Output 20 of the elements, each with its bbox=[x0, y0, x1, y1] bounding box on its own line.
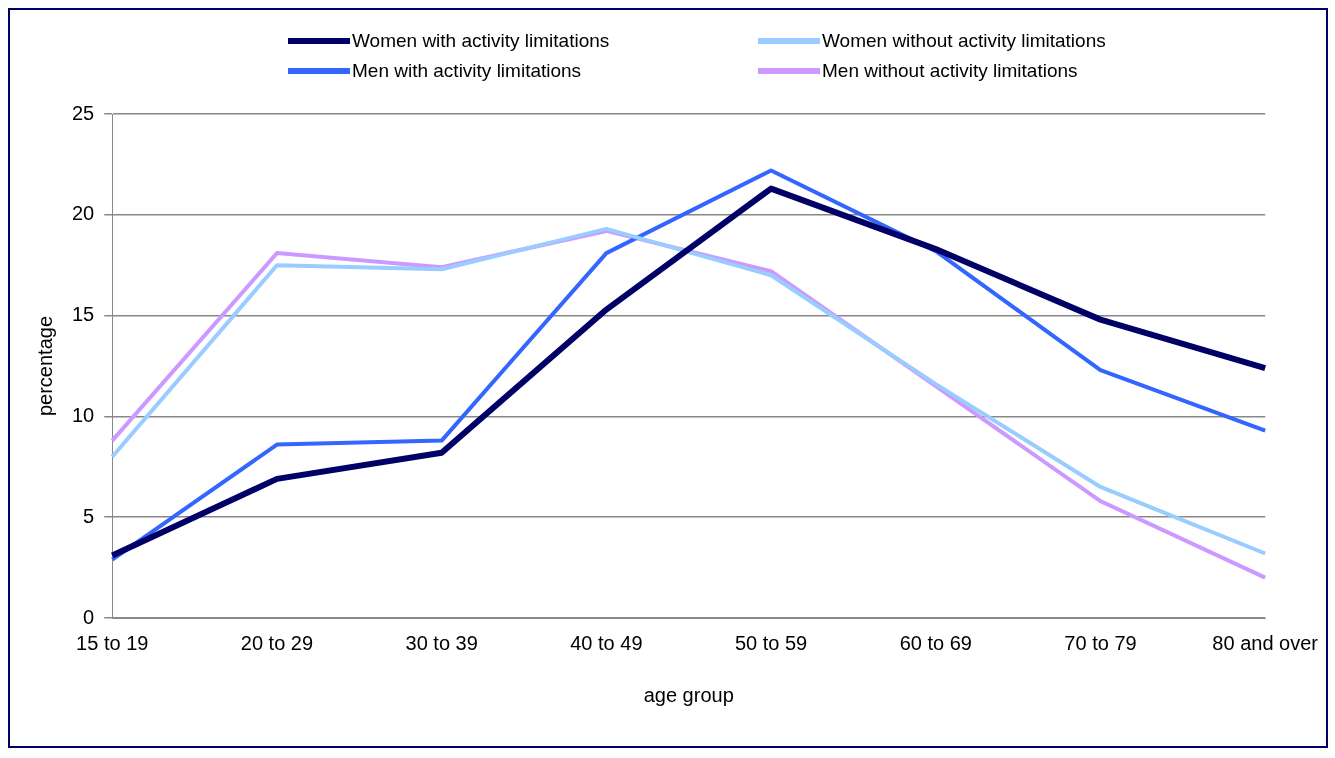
x-tick-label: 70 to 79 bbox=[1064, 631, 1137, 654]
x-axis-title: age group bbox=[643, 683, 734, 706]
x-tick-label: 15 to 19 bbox=[76, 631, 149, 654]
y-tick-label: 20 bbox=[72, 202, 95, 225]
x-tick-label: 80 and over bbox=[1212, 631, 1319, 654]
legend-label: Men without activity limitations bbox=[822, 60, 1078, 82]
y-tick-label: 25 bbox=[72, 101, 95, 124]
legend-label: Women with activity limitations bbox=[352, 30, 610, 52]
x-tick-label: 30 to 39 bbox=[405, 631, 478, 654]
y-tick-label: 5 bbox=[83, 504, 95, 527]
legend-label: Women without activity limitations bbox=[822, 30, 1106, 52]
y-tick-label: 0 bbox=[83, 605, 95, 628]
legend-label: Men with activity limitations bbox=[352, 60, 582, 82]
y-tick-label: 10 bbox=[72, 403, 95, 426]
y-tick-label: 15 bbox=[72, 303, 95, 326]
x-tick-label: 40 to 49 bbox=[570, 631, 643, 654]
x-tick-label: 20 to 29 bbox=[240, 631, 314, 654]
x-tick-label: 60 to 69 bbox=[899, 631, 972, 654]
x-tick-label: 50 to 59 bbox=[734, 631, 808, 654]
y-axis-title: percentage bbox=[33, 315, 56, 417]
